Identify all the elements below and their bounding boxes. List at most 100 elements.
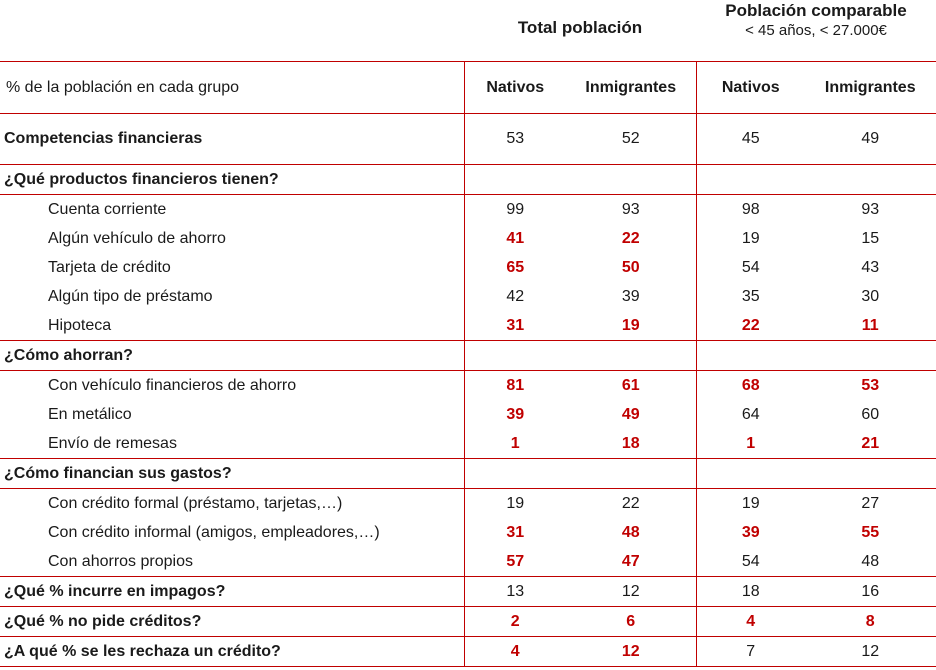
col-header-inmigrantes-comparable: Inmigrantes — [805, 61, 936, 114]
value-cell — [566, 340, 697, 371]
value-cell — [463, 164, 566, 195]
value-cell: 22 — [566, 224, 697, 253]
value-cell: 16 — [805, 576, 936, 607]
value-cell: 1 — [463, 429, 566, 459]
value-cell: 52 — [566, 113, 697, 165]
row-label: Con crédito informal (amigos, empleadore… — [48, 523, 380, 541]
value-cell: 39 — [741, 523, 760, 541]
value-cell: 31 — [463, 518, 566, 547]
col-header-nativos-comparable: Nativos — [696, 61, 805, 114]
table-row: Con vehículo financieros de ahorro 81 61 68… — [0, 370, 936, 400]
value-cell: 64 — [741, 405, 760, 423]
row-label-header: % de la población en cada grupo — [0, 61, 464, 114]
row-label: ¿Cómo ahorran? — [0, 340, 464, 371]
value-cell: 6 — [566, 606, 697, 637]
table-row: Con crédito formal (préstamo, tarjetas,…… — [0, 488, 936, 518]
section-row: ¿Qué productos financieros tienen? — [0, 164, 936, 195]
group-title-total: Total población — [517, 18, 643, 37]
value-cell: 2 — [463, 606, 566, 637]
value-cell: 22 — [696, 311, 805, 341]
table-row: Hipoteca 31 19 22 11 — [0, 311, 936, 341]
value-cell — [566, 164, 697, 195]
value-cell — [463, 458, 566, 489]
value-cell: 53 — [463, 113, 566, 165]
value-cell: 19 — [741, 494, 760, 512]
value-cell: 65 — [463, 253, 566, 282]
row-label: ¿Qué % no pide créditos? — [0, 606, 464, 637]
row-label: En metálico — [48, 405, 132, 423]
row-label: ¿A qué % se les rechaza un crédito? — [0, 636, 464, 667]
value-cell: 50 — [566, 253, 697, 282]
value-cell — [463, 340, 566, 371]
value-cell: 57 — [463, 547, 566, 577]
value-cell: 11 — [805, 311, 936, 341]
value-cell: 81 — [463, 370, 566, 400]
value-cell: 22 — [566, 488, 697, 518]
value-cell: 54 — [741, 258, 760, 276]
group-title-comparable-text: Población comparable — [725, 1, 907, 20]
value-cell: 13 — [463, 576, 566, 607]
value-cell: 7 — [696, 636, 805, 667]
value-cell: 18 — [566, 429, 697, 459]
row-label: Con ahorros propios — [0, 547, 464, 577]
value-cell: 54 — [696, 547, 805, 577]
table-row: Con crédito informal (amigos, empleadore… — [0, 518, 936, 547]
value-cell: 15 — [805, 224, 936, 253]
value-cell: 30 — [805, 282, 936, 311]
section-row: ¿Cómo financian sus gastos? — [0, 458, 936, 489]
value-cell: 61 — [566, 370, 697, 400]
value-cell: 21 — [805, 429, 936, 459]
table-row: Tarjeta de crédito 65 50 54 43 — [0, 253, 936, 282]
table-row: En metálico 39 49 64 60 — [0, 400, 936, 429]
value-cell: 48 — [566, 518, 697, 547]
financial-table: % de la población en cada grupo Nativos … — [0, 61, 936, 667]
value-cell: 35 — [741, 287, 760, 305]
value-cell: 39 — [566, 282, 697, 311]
row-label: ¿Qué productos financieros tienen? — [0, 164, 464, 195]
value-cell: 48 — [805, 547, 936, 577]
group-title-comparable: Población comparable < 45 años, < 27.000… — [696, 0, 936, 40]
value-cell: 93 — [566, 194, 697, 224]
table-row: Cuenta corriente 99 93 98 93 — [0, 194, 936, 224]
value-cell: 41 — [463, 224, 566, 253]
table-row: Envío de remesas 1 18 1 21 — [0, 429, 936, 459]
section-row: ¿Cómo ahorran? — [0, 340, 936, 371]
row-label: Hipoteca — [0, 311, 464, 341]
value-cell — [696, 340, 805, 371]
table-row: ¿Qué % incurre en impagos? 13 12 18 16 — [0, 576, 936, 607]
table-row: Con ahorros propios 57 47 54 48 — [0, 547, 936, 577]
value-cell — [566, 458, 697, 489]
row-label: Competencias financieras — [0, 113, 464, 165]
row-label: Algún tipo de préstamo — [48, 287, 213, 305]
value-cell: 49 — [805, 113, 936, 165]
value-cell — [805, 164, 936, 195]
value-cell: 93 — [805, 194, 936, 224]
row-label: Envío de remesas — [0, 429, 464, 459]
value-cell: 49 — [566, 400, 697, 429]
row-label: Tarjeta de crédito — [48, 258, 171, 276]
value-cell: 55 — [805, 518, 936, 547]
row-label: ¿Cómo financian sus gastos? — [0, 458, 464, 489]
value-cell: 27 — [805, 488, 936, 518]
value-cell: 47 — [566, 547, 697, 577]
table-body: % de la población en cada grupo Nativos … — [0, 61, 936, 667]
value-cell: 12 — [805, 636, 936, 667]
value-cell: 98 — [741, 200, 760, 218]
value-cell: 60 — [805, 400, 936, 429]
col-header-nativos-total: Nativos — [463, 61, 566, 114]
value-cell: 31 — [463, 311, 566, 341]
row-label: Con crédito formal (préstamo, tarjetas,…… — [48, 494, 343, 512]
value-cell: 19 — [463, 488, 566, 518]
value-cell: 1 — [696, 429, 805, 459]
value-cell: 19 — [566, 311, 697, 341]
value-cell: 18 — [696, 576, 805, 607]
value-cell: 53 — [805, 370, 936, 400]
group-subtitle-comparable: < 45 años, < 27.000€ — [745, 22, 887, 39]
value-cell: 12 — [566, 636, 697, 667]
header-row: % de la población en cada grupo Nativos … — [0, 61, 936, 114]
value-cell: 39 — [463, 400, 566, 429]
value-cell: 4 — [463, 636, 566, 667]
value-cell: 8 — [805, 606, 936, 637]
value-cell — [696, 164, 805, 195]
value-cell — [696, 458, 805, 489]
